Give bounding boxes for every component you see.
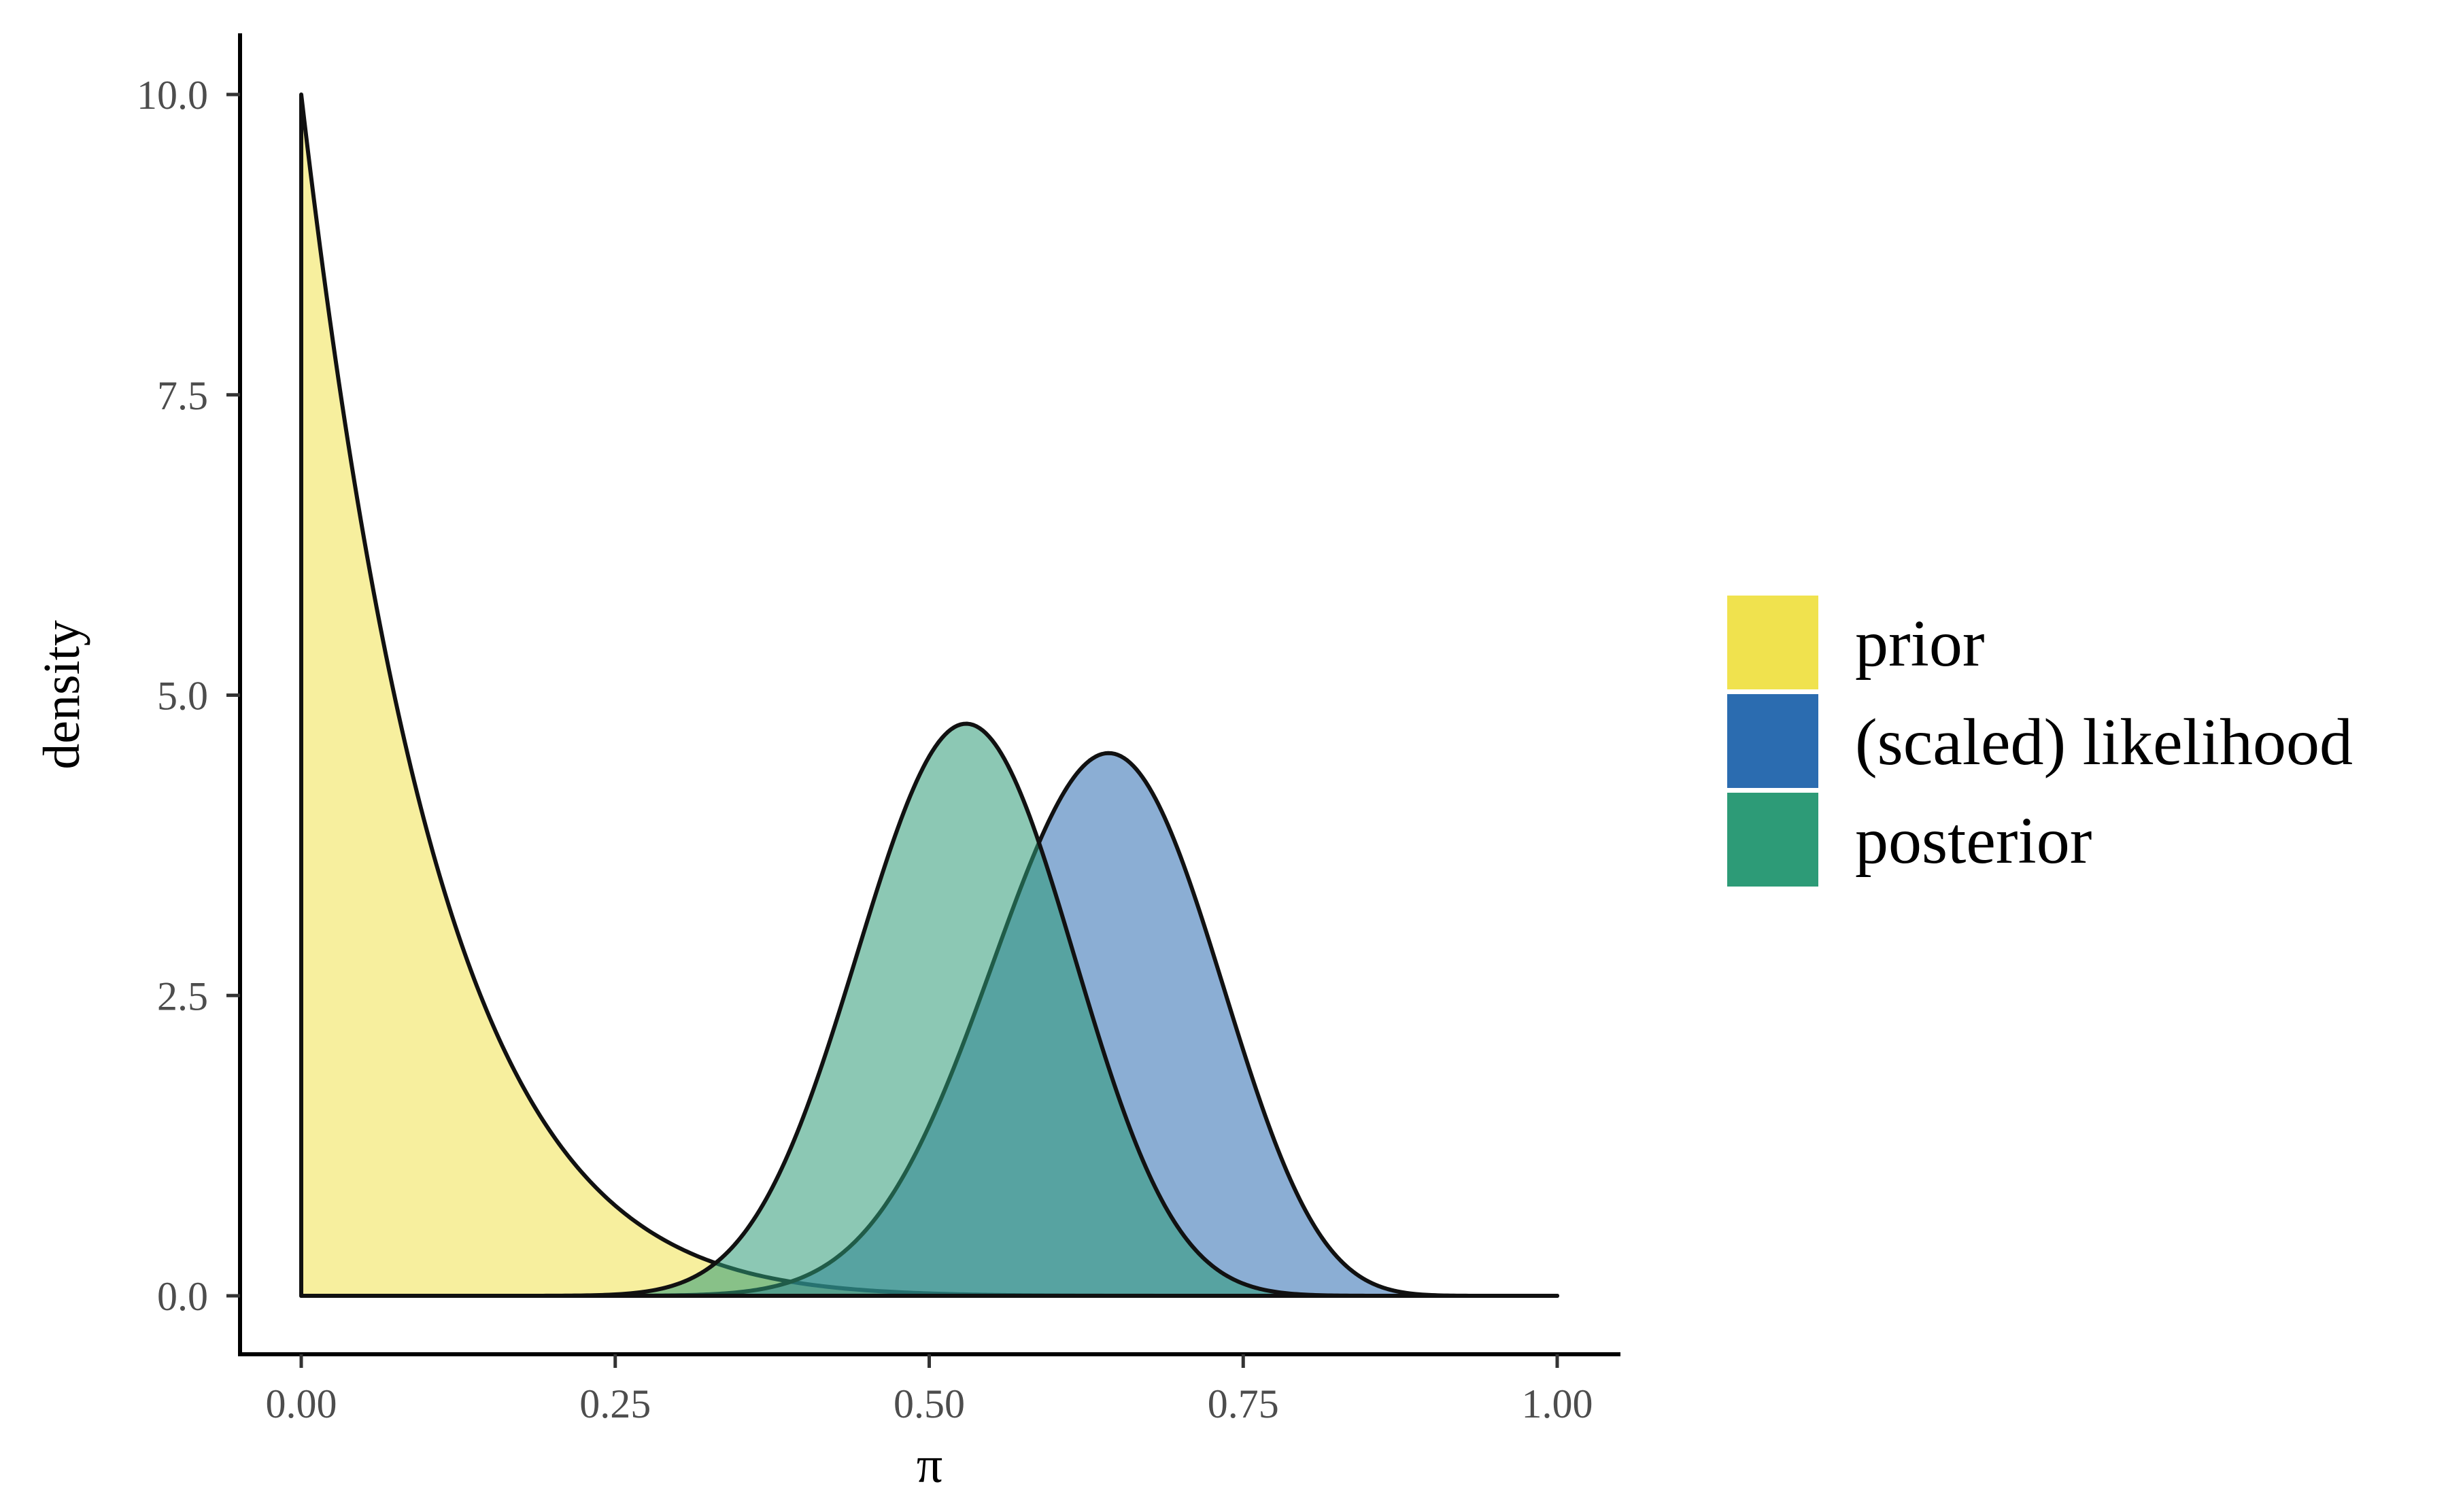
y-tick-label: 10.0 (137, 73, 208, 118)
legend-key-scaled-likelihood (1727, 694, 1818, 788)
axes: 0.00 0.25 0.50 0.75 1.00 0.0 2.5 5.0 7.5 10.0 π den… (33, 33, 1620, 1494)
x-axis-title: π (917, 1437, 942, 1494)
x-tick-label: 1.00 (1522, 1381, 1593, 1426)
y-tick-label: 7.5 (157, 373, 208, 418)
x-tick-label: 0.50 (894, 1381, 965, 1426)
y-tick-label: 2.5 (157, 974, 208, 1018)
x-tick-label: 0.00 (266, 1381, 337, 1426)
legend: prior (scaled) likelihood posterior (1727, 596, 2353, 887)
legend-label-scaled-likelihood: (scaled) likelihood (1855, 706, 2353, 779)
y-tick-label: 5.0 (157, 674, 208, 719)
density-curves (299, 92, 1559, 1298)
y-axis-title: density (33, 620, 90, 770)
y-tick-label: 0.0 (157, 1274, 208, 1319)
legend-label-prior: prior (1855, 607, 1985, 681)
legend-key-prior (1727, 596, 1818, 689)
area-posterior (299, 721, 1559, 1298)
legend-key-posterior (1727, 793, 1818, 887)
legend-label-posterior: posterior (1855, 804, 2092, 878)
x-tick-label: 0.75 (1208, 1381, 1279, 1426)
x-tick-label: 0.25 (579, 1381, 651, 1426)
